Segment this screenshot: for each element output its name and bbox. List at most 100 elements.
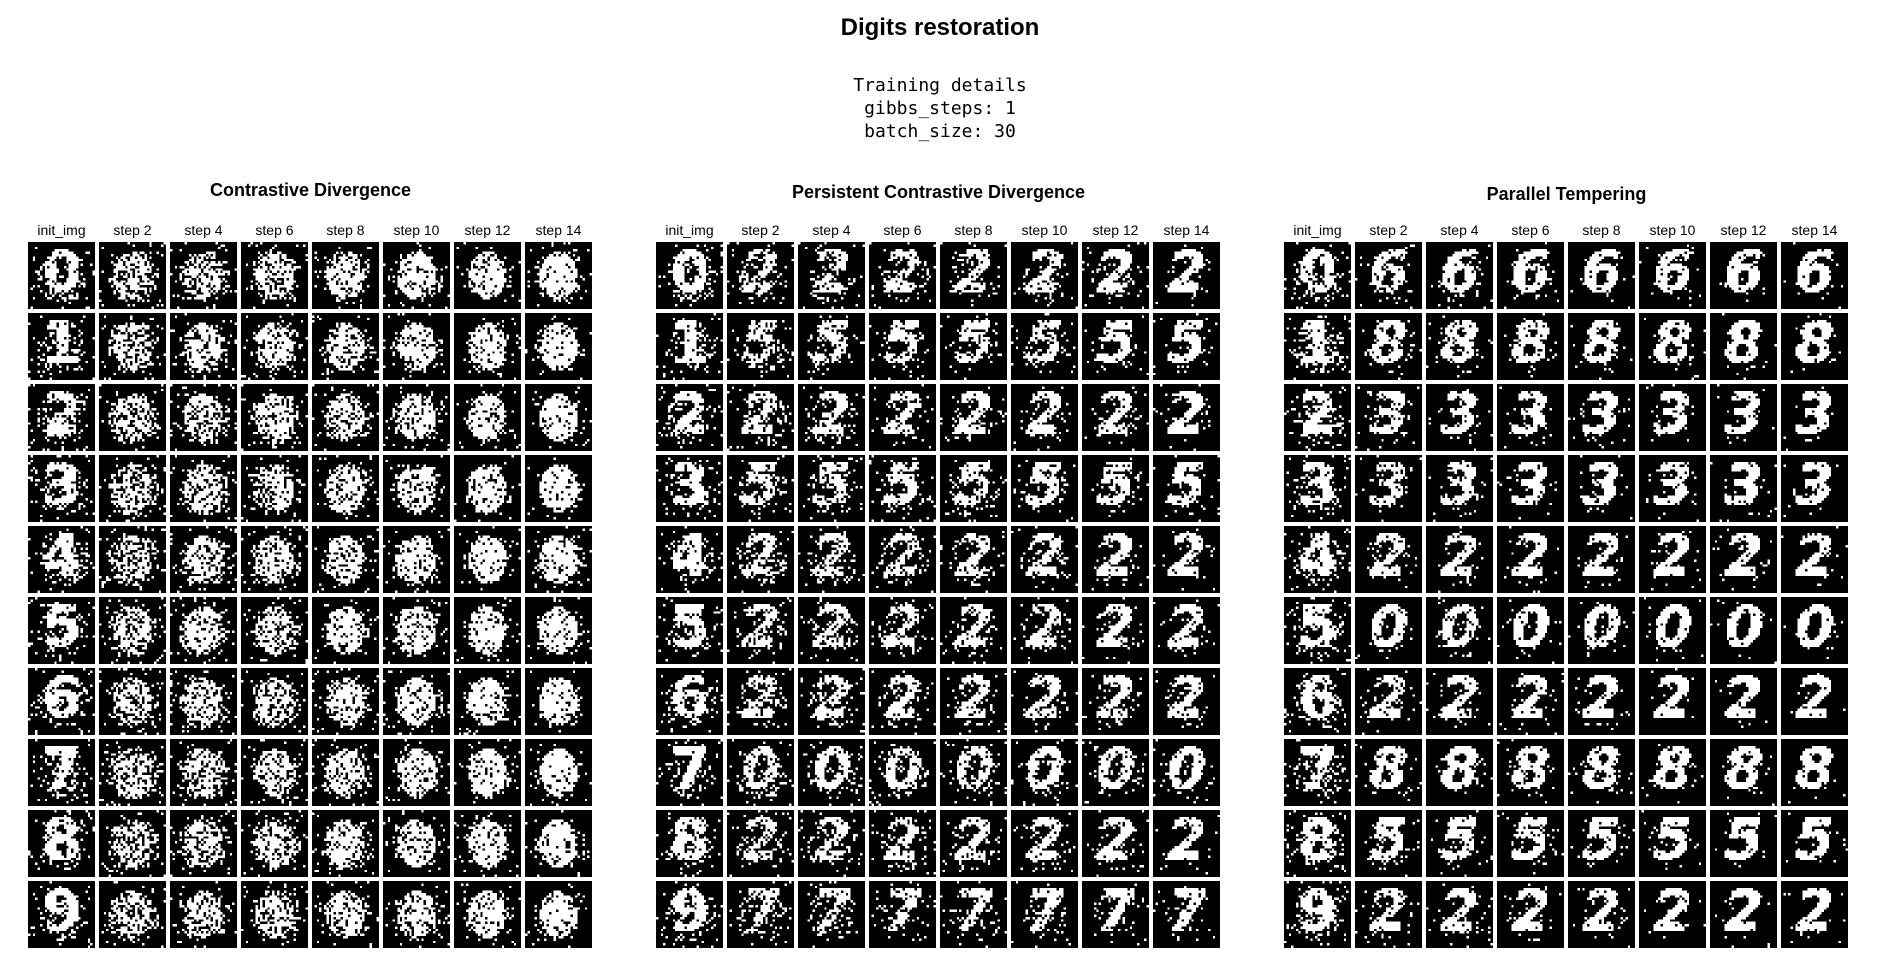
digit-thumbnail — [99, 739, 166, 806]
digit-thumbnail — [28, 242, 95, 309]
digit-thumbnail — [1497, 668, 1564, 735]
digit-thumbnail — [28, 455, 95, 522]
digit-thumbnail — [1781, 455, 1848, 522]
digit-thumbnail — [1011, 881, 1078, 948]
digit-thumbnail — [869, 668, 936, 735]
digit-thumbnail — [869, 313, 936, 380]
digit-thumbnail — [1568, 881, 1635, 948]
column-header: step 2 — [1369, 222, 1408, 238]
digit-thumbnail — [383, 810, 450, 877]
digit-thumbnail — [1082, 597, 1149, 664]
image-grid — [28, 242, 593, 950]
digit-thumbnail — [1710, 739, 1777, 806]
digit-thumbnail — [798, 313, 865, 380]
digit-thumbnail — [454, 455, 521, 522]
digit-thumbnail — [1568, 668, 1635, 735]
digit-thumbnail — [869, 597, 936, 664]
digit-thumbnail — [1426, 455, 1493, 522]
digit-thumbnail — [1426, 526, 1493, 593]
digit-thumbnail — [454, 242, 521, 309]
digit-thumbnail — [1639, 242, 1706, 309]
digit-thumbnail — [1781, 242, 1848, 309]
column-header: step 6 — [1511, 222, 1550, 238]
image-grid — [1284, 242, 1849, 950]
digit-thumbnail — [1781, 668, 1848, 735]
digit-thumbnail — [312, 597, 379, 664]
digit-thumbnail — [727, 313, 794, 380]
digit-thumbnail — [1781, 597, 1848, 664]
column-header: step 4 — [1440, 222, 1479, 238]
digit-thumbnail — [170, 242, 237, 309]
digit-thumbnail — [170, 881, 237, 948]
digit-thumbnail — [170, 668, 237, 735]
digit-thumbnail — [525, 384, 592, 451]
digit-thumbnail — [940, 455, 1007, 522]
digit-thumbnail — [1568, 810, 1635, 877]
digit-thumbnail — [1639, 455, 1706, 522]
column-header: step 14 — [535, 222, 582, 238]
digit-thumbnail — [1497, 597, 1564, 664]
digit-thumbnail — [1568, 597, 1635, 664]
digit-thumbnail — [727, 739, 794, 806]
digit-thumbnail — [1011, 739, 1078, 806]
digit-thumbnail — [28, 739, 95, 806]
digit-thumbnail — [798, 455, 865, 522]
digit-thumbnail — [940, 810, 1007, 877]
digit-thumbnail — [1153, 739, 1220, 806]
digit-thumbnail — [1284, 384, 1351, 451]
digit-thumbnail — [940, 526, 1007, 593]
column-header: step 12 — [1720, 222, 1767, 238]
digit-thumbnail — [798, 526, 865, 593]
digit-thumbnail — [1011, 810, 1078, 877]
digit-thumbnail — [28, 384, 95, 451]
digit-thumbnail — [1284, 597, 1351, 664]
digit-thumbnail — [99, 668, 166, 735]
digit-thumbnail — [1781, 810, 1848, 877]
digit-thumbnail — [241, 668, 308, 735]
digit-thumbnail — [1153, 668, 1220, 735]
digit-thumbnail — [798, 881, 865, 948]
digit-thumbnail — [869, 455, 936, 522]
training-details: Training details gibbs_steps: 1 batch_si… — [0, 74, 1880, 143]
digit-thumbnail — [312, 242, 379, 309]
digit-thumbnail — [656, 668, 723, 735]
digit-thumbnail — [798, 242, 865, 309]
digit-thumbnail — [1497, 881, 1564, 948]
column-header: step 2 — [741, 222, 780, 238]
digit-thumbnail — [525, 668, 592, 735]
digit-thumbnail — [1355, 242, 1422, 309]
digit-thumbnail — [656, 455, 723, 522]
figure-title: Digits restoration — [840, 14, 1040, 41]
column-header: step 8 — [954, 222, 993, 238]
digit-thumbnail — [1781, 313, 1848, 380]
digit-thumbnail — [312, 455, 379, 522]
digit-thumbnail — [1153, 526, 1220, 593]
digit-thumbnail — [656, 384, 723, 451]
digit-thumbnail — [312, 739, 379, 806]
digit-thumbnail — [1639, 739, 1706, 806]
digit-thumbnail — [454, 384, 521, 451]
digit-thumbnail — [1011, 526, 1078, 593]
digit-thumbnail — [383, 455, 450, 522]
digit-thumbnail — [99, 597, 166, 664]
digit-thumbnail — [454, 881, 521, 948]
digit-thumbnail — [170, 455, 237, 522]
digit-thumbnail — [525, 810, 592, 877]
digit-thumbnail — [525, 597, 592, 664]
digit-thumbnail — [454, 597, 521, 664]
digit-thumbnail — [1497, 384, 1564, 451]
digit-thumbnail — [1082, 810, 1149, 877]
digit-thumbnail — [1284, 668, 1351, 735]
digit-thumbnail — [1710, 526, 1777, 593]
digit-thumbnail — [454, 526, 521, 593]
digit-thumbnail — [869, 810, 936, 877]
digit-thumbnail — [1355, 384, 1422, 451]
digit-thumbnail — [312, 668, 379, 735]
digit-thumbnail — [940, 597, 1007, 664]
digit-thumbnail — [656, 242, 723, 309]
panel-title: Parallel Tempering — [1486, 184, 1647, 204]
digit-thumbnail — [727, 384, 794, 451]
digit-thumbnail — [656, 526, 723, 593]
digit-thumbnail — [1710, 455, 1777, 522]
